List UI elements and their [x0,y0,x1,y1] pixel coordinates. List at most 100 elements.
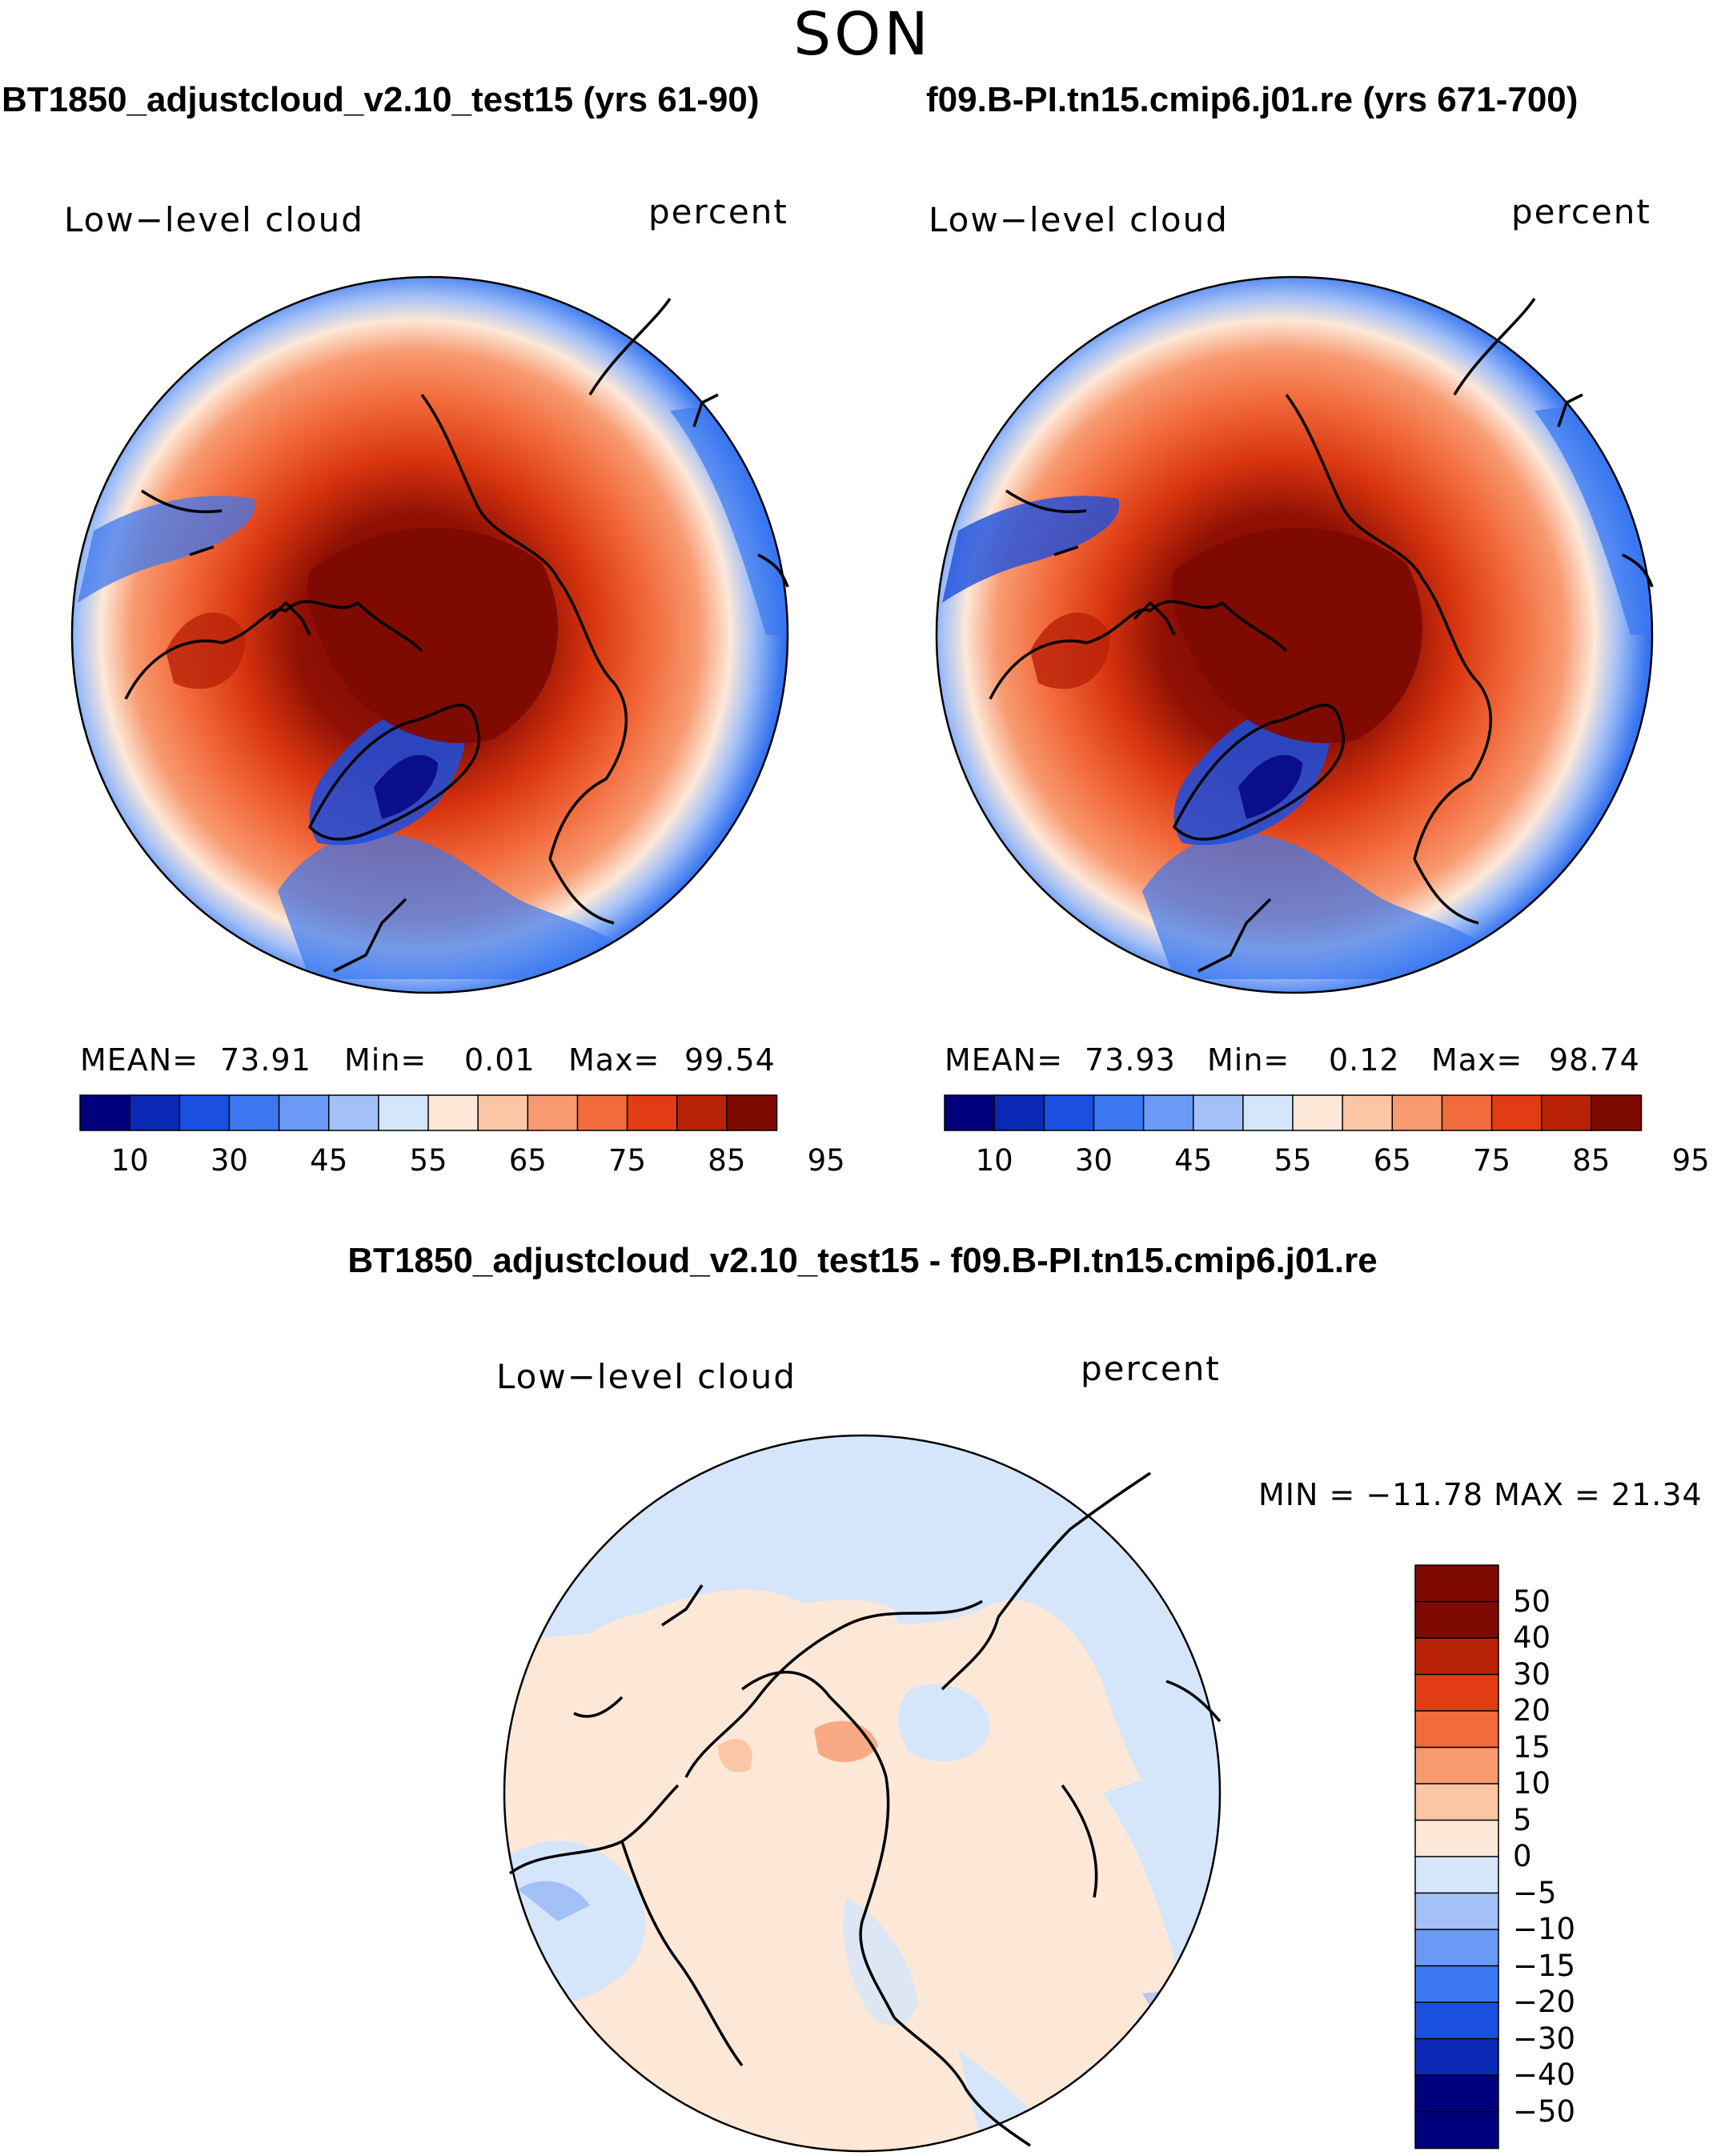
difference-colorbar-box [1414,1564,1499,1603]
right-colorbar-tick-label: 95 [1671,1143,1710,1178]
difference-colorbar-box [1414,1819,1499,1858]
left-colorbar-box [179,1094,231,1131]
left-colorbar-labels: 10 30 45 55 65 75 85 95 [80,1143,845,1183]
difference-colorbar-box [1414,1856,1499,1894]
difference-colorbar-tick-label: 10 [1513,1766,1551,1801]
right-colorbar-tick-label: 55 [1274,1143,1312,1178]
left-colorbar-tick-label: 55 [409,1143,447,1178]
right-mean-label: MEAN= [945,1042,1064,1078]
right-colorbar-tick-label: 65 [1373,1143,1411,1178]
left-colorbar-box [726,1094,778,1131]
left-colorbar-box [477,1094,529,1131]
diff-minmax-label: MIN = −11.78 MAX = 21.34 [1258,1477,1703,1512]
difference-colorbar-tick-label: 5 [1513,1802,1532,1837]
right-mean-value: 73.93 [1085,1042,1176,1078]
left-colorbar-box [576,1094,628,1131]
left-colorbar-tick-label: 85 [708,1143,746,1178]
difference-colorbar-tick-label: −5 [1513,1875,1557,1910]
difference-colorbar-tick-label: −15 [1513,1948,1576,1983]
right-colorbar-box [1142,1094,1194,1131]
left-colorbar-box [527,1094,579,1131]
right-colorbar-box [993,1094,1045,1131]
right-colorbar-tick-label: 10 [975,1143,1013,1178]
left-panel-title: BT1850_adjustcloud_v2.10_test15 (yrs 61-… [2,80,760,119]
difference-title: BT1850_adjustcloud_v2.10_test15 - f09.B-… [347,1241,1378,1280]
right-colorbar-box [1093,1094,1145,1131]
difference-colorbar-tick-label: −30 [1513,2021,1576,2056]
left-colorbar-tick-label: 75 [608,1143,647,1178]
left-colorbar-box [228,1094,280,1131]
left-colorbar-box [378,1094,430,1131]
right-colorbar-tick-label: 30 [1074,1143,1113,1178]
right-colorbar [944,1094,1643,1131]
right-colorbar-box [1391,1094,1443,1131]
right-colorbar-box [1192,1094,1245,1131]
left-colorbar-box [79,1094,131,1131]
difference-colorbar-box [1414,1600,1499,1640]
difference-colorbar-labels: 50 40 30 20 15 10 5 0 −5 −10 −15 −20 −30 −40 −50 [1513,1565,1609,2148]
difference-colorbar-tick-label: 0 [1513,1839,1532,1873]
right-polar-map [935,275,1654,994]
difference-colorbar [1414,1564,1499,2150]
left-min-label: Min= [344,1042,427,1078]
left-min-value: 0.01 [464,1042,536,1078]
right-colorbar-tick-label: 45 [1174,1143,1213,1178]
right-colorbar-box [1441,1094,1493,1131]
difference-colorbar-box [1414,1746,1499,1785]
right-colorbar-box [1540,1094,1593,1131]
difference-colorbar-tick-label: −50 [1513,2094,1576,2129]
difference-polar-map [503,1434,1222,2153]
left-polar-map [70,275,789,994]
difference-colorbar-box [1414,1710,1499,1748]
difference-colorbar-tick-label: 15 [1513,1729,1551,1765]
left-mean-value: 73.91 [220,1042,311,1078]
difference-colorbar-box [1414,2001,1499,2040]
difference-colorbar-tick-label: 20 [1513,1693,1551,1728]
difference-colorbar-tick-label: −10 [1513,1912,1576,1946]
left-colorbar-box [427,1094,479,1131]
difference-colorbar-box [1414,2038,1499,2077]
diff-variable-label: Low−level cloud [496,1357,796,1396]
difference-colorbar-tick-label: 40 [1513,1620,1551,1655]
difference-colorbar-tick-label: −40 [1513,2058,1576,2092]
diff-units-label: percent [1081,1349,1221,1388]
season-title: SON [793,0,932,69]
left-colorbar-box [129,1094,181,1131]
left-colorbar-tick-label: 10 [110,1143,149,1178]
difference-colorbar-tick-label: 30 [1513,1656,1551,1692]
right-colorbar-box [1591,1094,1643,1131]
right-colorbar-box [1490,1094,1542,1131]
difference-colorbar-box [1414,1783,1499,1821]
right-max-label: Max= [1431,1042,1523,1078]
right-colorbar-tick-label: 75 [1473,1143,1511,1178]
left-colorbar-tick-label: 65 [508,1143,547,1178]
left-colorbar-box [327,1094,380,1131]
right-min-value: 0.12 [1329,1042,1400,1078]
difference-colorbar-box [1414,1929,1499,1967]
right-colorbar-tick-label: 85 [1572,1143,1611,1178]
left-colorbar-tick-label: 30 [210,1143,248,1178]
left-max-label: Max= [568,1042,660,1078]
difference-colorbar-box [1414,1892,1499,1931]
difference-colorbar-tick-label: −20 [1513,1985,1576,2019]
right-colorbar-box [1292,1094,1344,1131]
right-units-label: percent [1511,192,1651,231]
left-variable-label: Low−level cloud [64,200,364,239]
right-colorbar-box [944,1094,996,1131]
difference-colorbar-box [1414,1965,1499,2004]
right-max-value: 98.74 [1549,1042,1640,1078]
left-max-value: 99.54 [684,1042,776,1078]
left-colorbar [79,1094,778,1131]
difference-colorbar-box [1414,1637,1499,1676]
difference-colorbar-tick-label: 50 [1513,1584,1551,1619]
right-colorbar-labels: 10 30 45 55 65 75 85 95 [945,1143,1710,1183]
right-colorbar-box [1242,1094,1294,1131]
difference-colorbar-box [1414,2110,1499,2150]
left-colorbar-box [626,1094,678,1131]
difference-colorbar-box [1414,1673,1499,1712]
difference-colorbar-box [1414,2074,1499,2113]
right-variable-label: Low−level cloud [929,200,1229,239]
left-mean-label: MEAN= [80,1042,199,1078]
left-colorbar-box [278,1094,330,1131]
left-colorbar-tick-label: 45 [310,1143,348,1178]
